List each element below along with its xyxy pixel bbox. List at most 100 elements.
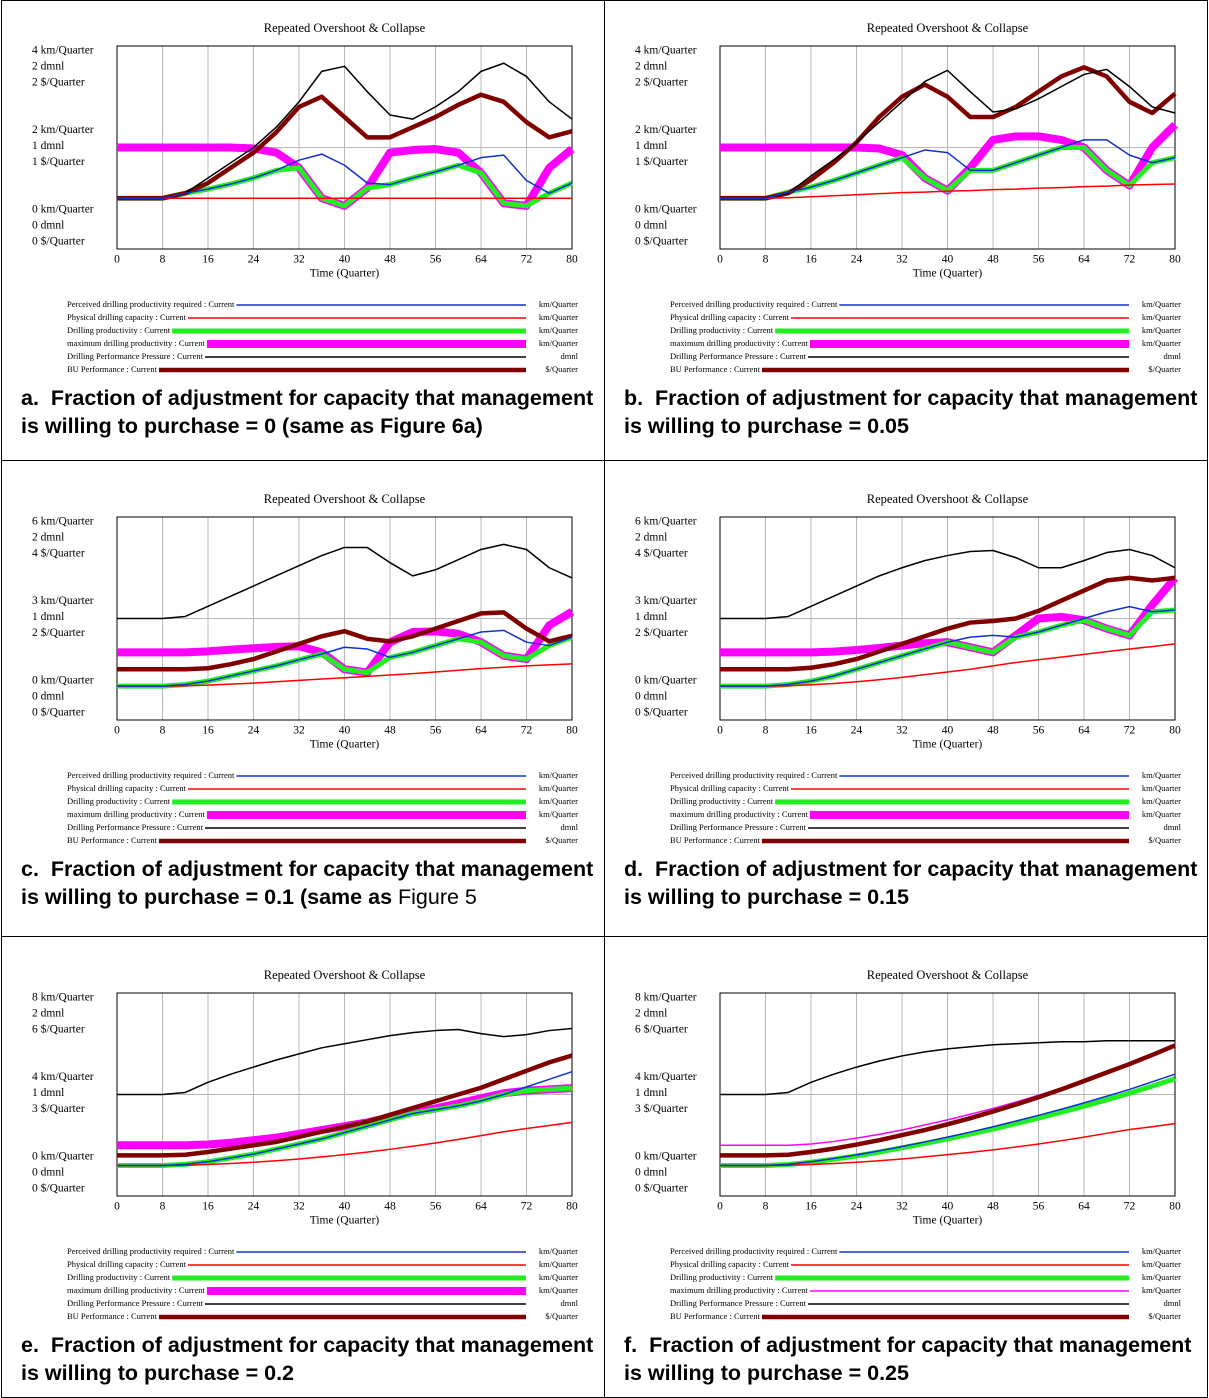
x-tick-label: 56 [430, 1201, 442, 1213]
series-line [720, 1043, 1176, 1158]
y-tick-label: 0 km/Quarter [635, 1151, 697, 1163]
y-tick-label: 0 $/Quarter [32, 706, 85, 719]
y-tick-label: 2 km/Quarter [635, 124, 697, 136]
legend-label: Drilling productivity : Current [67, 325, 171, 335]
x-tick-label: 64 [475, 254, 487, 266]
legend-label: Physical drilling capacity : Current [67, 1259, 187, 1269]
x-tick-label: 8 [160, 725, 166, 737]
legend-unit: km/Quarter [539, 1259, 578, 1269]
x-tick-label: 80 [566, 1201, 578, 1213]
y-tick-label: 0 dmnl [635, 220, 667, 232]
x-tick-label: 72 [1124, 725, 1136, 737]
x-tick-label: 48 [987, 725, 999, 737]
caption-text: a. Fraction of adjustment for capacity t… [21, 386, 600, 438]
legend-label: maximum drilling productivity : Current [670, 338, 809, 348]
caption: a. Fraction of adjustment for capacity t… [21, 385, 603, 440]
series-line [720, 1073, 1176, 1167]
x-tick-label: 48 [384, 254, 396, 266]
y-tick-label: 8 km/Quarter [635, 992, 697, 1004]
y-tick-label: 6 $/Quarter [635, 1023, 688, 1036]
y-tick-label: 2 dmnl [635, 532, 667, 544]
x-tick-label: 48 [384, 1201, 396, 1213]
y-tick-label: 8 km/Quarter [32, 992, 94, 1004]
x-tick-label: 24 [248, 1201, 260, 1213]
x-tick-label: 40 [339, 1201, 351, 1213]
caption-text: c. Fraction of adjustment for capacity t… [21, 857, 600, 909]
y-tick-label: 4 km/Quarter [32, 1071, 94, 1083]
x-tick-label: 80 [1169, 725, 1181, 737]
series-line [720, 1122, 1176, 1167]
figure-panel: Repeated Overshoot & Collapse 0 8 16 24 32 40 4… [1, 0, 605, 461]
figure-panel: Repeated Overshoot & Collapse 0 8 16 24 32 40 4… [604, 460, 1208, 937]
legend-label: Perceived drilling productivity required… [670, 299, 838, 309]
x-tick-label: 48 [987, 1201, 999, 1213]
chart: Repeated Overshoot & Collapse 0 8 16 24 32 40 4… [635, 492, 1182, 845]
legend-unit: km/Quarter [539, 338, 578, 348]
series-line [117, 1027, 573, 1096]
y-tick-label: 4 km/Quarter [32, 45, 94, 57]
x-tick-label: 40 [339, 725, 351, 737]
x-tick-label: 56 [430, 725, 442, 737]
y-tick-label: 4 km/Quarter [635, 1071, 697, 1083]
y-tick-label: 2 km/Quarter [32, 124, 94, 136]
legend-label: Physical drilling capacity : Current [67, 312, 187, 322]
caption-text: e. Fraction of adjustment for capacity t… [21, 1333, 600, 1385]
legend-unit: km/Quarter [1142, 1259, 1181, 1269]
legend-label: maximum drilling productivity : Current [67, 1285, 206, 1295]
legend-label: Perceived drilling productivity required… [670, 1246, 838, 1256]
legend-unit: $/Quarter [1148, 835, 1181, 845]
x-tick-label: 16 [202, 1201, 214, 1213]
series-line [117, 153, 573, 199]
x-tick-label: 72 [1124, 254, 1136, 266]
series-line [117, 1053, 573, 1158]
legend-unit: km/Quarter [539, 312, 578, 322]
legend-unit: $/Quarter [1148, 364, 1181, 374]
y-tick-label: 3 $/Quarter [32, 1102, 85, 1115]
y-tick-label: 3 km/Quarter [32, 595, 94, 607]
figure-panel: Repeated Overshoot & Collapse 0 8 16 24 32 40 4… [604, 936, 1208, 1398]
chart-title: Repeated Overshoot & Collapse [867, 968, 1029, 982]
legend-label: maximum drilling productivity : Current [670, 1285, 809, 1295]
x-axis-label: Time (Quarter) [913, 1215, 983, 1227]
x-tick-label: 24 [851, 254, 863, 266]
legend-unit: km/Quarter [1142, 1246, 1181, 1256]
legend-unit: km/Quarter [539, 1246, 578, 1256]
legend-label: Physical drilling capacity : Current [670, 1259, 790, 1269]
y-tick-label: 4 $/Quarter [635, 547, 688, 560]
series-line [720, 139, 1176, 199]
legend-label: BU Performance : Current [670, 835, 761, 845]
series-line [720, 1039, 1175, 1096]
series-line [720, 548, 1176, 620]
legend-unit: km/Quarter [1142, 796, 1181, 806]
legend-unit: dmnl [561, 1298, 579, 1308]
caption-tail: Figure 5 [398, 884, 477, 909]
y-tick-label: 1 dmnl [32, 140, 64, 152]
series-line [117, 1070, 573, 1167]
chart: Repeated Overshoot & Collapse 0 8 16 24 32 40 4… [32, 492, 579, 845]
legend-label: maximum drilling productivity : Current [67, 809, 206, 819]
legend-unit: $/Quarter [545, 364, 578, 374]
x-tick-label: 64 [1078, 1201, 1090, 1213]
y-tick-label: 2 dmnl [635, 1008, 667, 1020]
y-tick-label: 1 dmnl [635, 1087, 667, 1099]
legend-unit: km/Quarter [1142, 1285, 1181, 1295]
legend-unit: dmnl [1164, 351, 1182, 361]
legend-unit: km/Quarter [1142, 809, 1181, 819]
x-tick-label: 72 [1124, 1201, 1136, 1213]
series-line [117, 1121, 573, 1167]
legend-unit: km/Quarter [539, 770, 578, 780]
x-tick-label: 80 [1169, 1201, 1181, 1213]
legend-label: BU Performance : Current [67, 835, 158, 845]
x-axis-label: Time (Quarter) [913, 268, 983, 280]
x-tick-label: 8 [763, 1201, 769, 1213]
legend-label: BU Performance : Current [67, 364, 158, 374]
legend-label: Physical drilling capacity : Current [670, 312, 790, 322]
x-axis-label: Time (Quarter) [310, 1215, 380, 1227]
legend-label: Drilling Performance Pressure : Current [67, 1298, 204, 1308]
series-line [720, 605, 1176, 687]
x-tick-label: 0 [717, 725, 723, 737]
x-tick-label: 56 [1033, 1201, 1045, 1213]
y-tick-label: 3 km/Quarter [635, 595, 697, 607]
figure-panel: Repeated Overshoot & Collapse 0 8 16 24 32 40 4… [604, 0, 1208, 461]
x-tick-label: 64 [1078, 725, 1090, 737]
